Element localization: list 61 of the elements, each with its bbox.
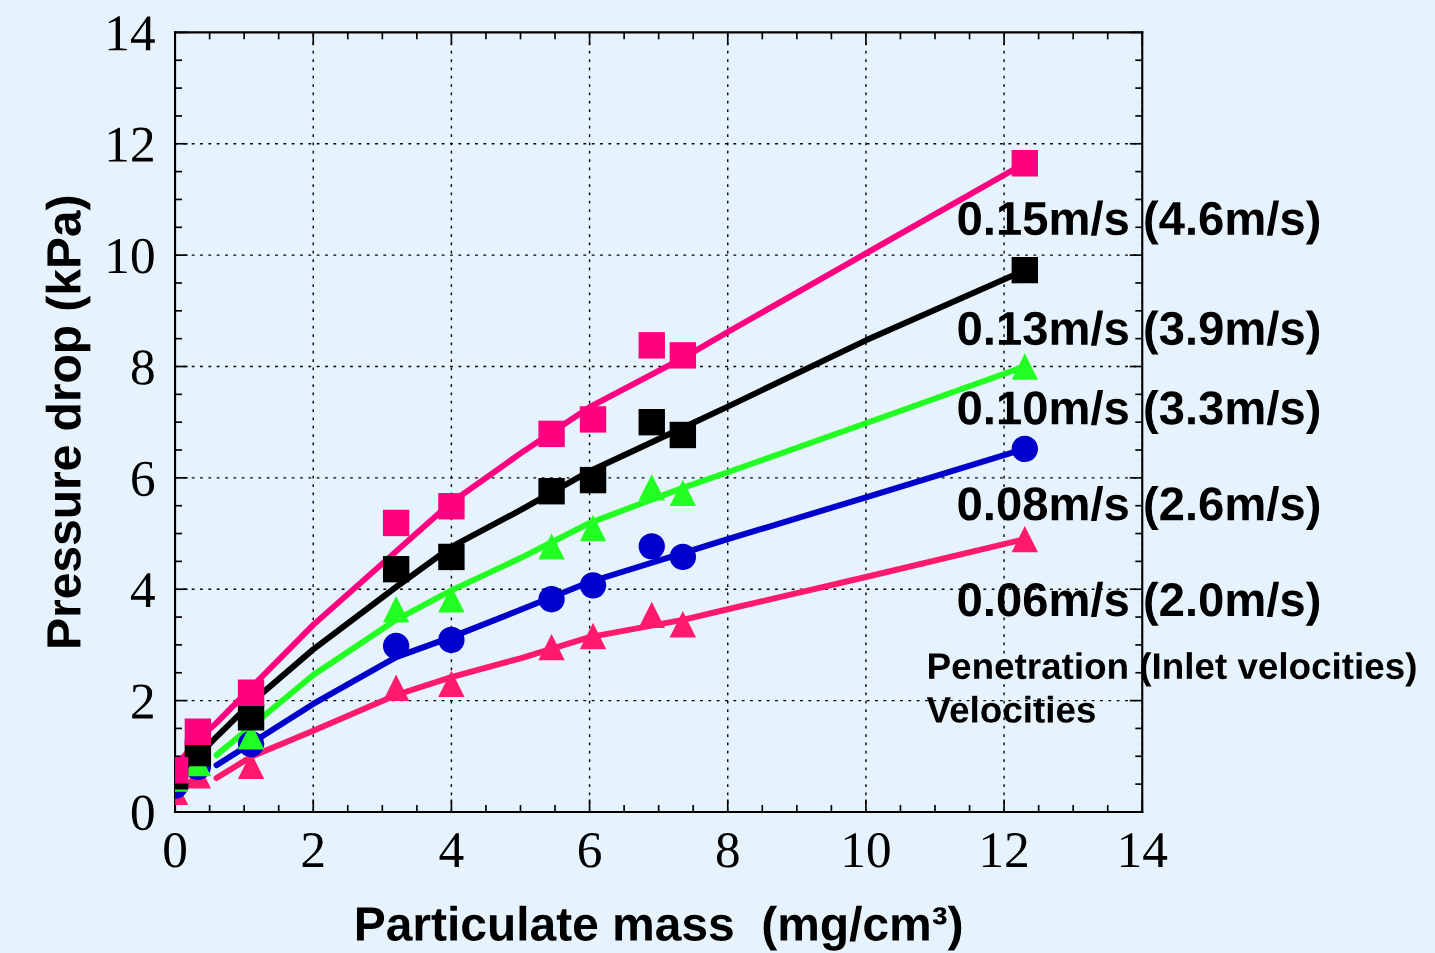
point xyxy=(538,420,565,448)
x-tick-label: 10 xyxy=(844,832,890,868)
point xyxy=(579,514,607,542)
annotation: 0.08m/s (2.6m/s) xyxy=(958,485,1320,530)
y-tick-label: 14 xyxy=(108,16,155,51)
x-tick-label: 14 xyxy=(1121,833,1168,868)
y-tick-label: 10 xyxy=(108,238,154,274)
point xyxy=(669,611,697,638)
x-tick-label: 8 xyxy=(716,832,739,868)
point xyxy=(382,632,410,660)
point xyxy=(538,633,565,661)
point xyxy=(382,674,410,701)
point xyxy=(638,474,665,501)
y-tick-label: 12 xyxy=(108,127,153,162)
y-tick-label: 2 xyxy=(132,684,153,719)
point xyxy=(438,626,465,654)
y-tick-label: 0 xyxy=(131,795,154,831)
point xyxy=(1011,435,1039,463)
x-tick-label: 0 xyxy=(164,832,186,868)
x-tick-label: 4 xyxy=(439,833,464,868)
point xyxy=(669,421,697,449)
point xyxy=(638,332,665,359)
y-tick-label: 8 xyxy=(131,350,154,385)
annotation: 0.15m/s (4.6m/s) xyxy=(958,200,1320,245)
y-axis-title: Pressure drop (kPa) xyxy=(45,196,91,647)
point xyxy=(438,543,465,571)
point xyxy=(382,555,410,583)
point xyxy=(638,601,665,629)
annotation: 0.10m/s (3.3m/s) xyxy=(958,390,1320,435)
y-tick-label: 4 xyxy=(130,573,155,608)
point xyxy=(184,718,212,745)
point xyxy=(579,622,607,650)
point xyxy=(237,679,265,706)
point xyxy=(438,586,465,613)
point xyxy=(382,596,410,623)
x-tick-label: 2 xyxy=(302,833,324,868)
point xyxy=(669,543,697,571)
point xyxy=(638,408,665,436)
point xyxy=(1011,150,1039,177)
point xyxy=(669,479,697,507)
point xyxy=(669,342,697,369)
point xyxy=(538,586,565,613)
point xyxy=(638,533,665,560)
point xyxy=(1011,353,1039,380)
y-tick-label: 6 xyxy=(132,461,155,497)
point xyxy=(237,704,265,731)
point xyxy=(579,572,607,599)
point xyxy=(1011,256,1039,284)
annotation: 0.13m/s (3.9m/s) xyxy=(958,310,1320,355)
point xyxy=(538,478,565,505)
annotation: 0.06m/s (2.0m/s) xyxy=(958,581,1320,626)
point xyxy=(438,670,465,698)
point xyxy=(382,509,410,537)
point xyxy=(579,406,607,433)
point xyxy=(438,493,465,520)
x-axis-title: Particulate mass (mg/cm³) xyxy=(356,905,962,951)
point xyxy=(1011,525,1039,553)
x-tick-label: 12 xyxy=(982,833,1027,868)
x-tick-label: 6 xyxy=(578,833,601,868)
point xyxy=(579,466,607,494)
point xyxy=(538,533,565,560)
